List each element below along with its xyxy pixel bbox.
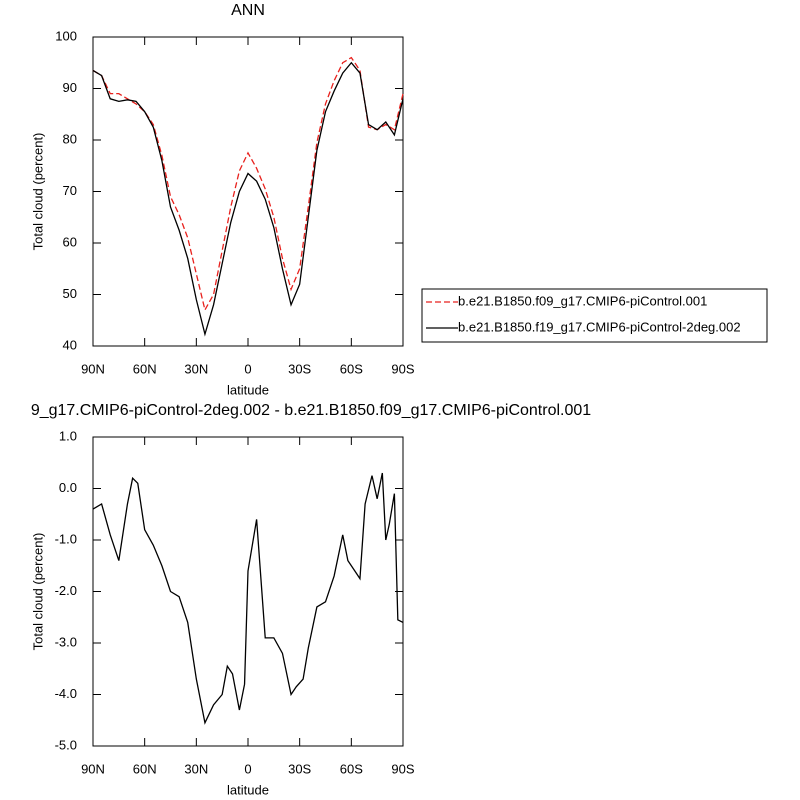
x-tick-label: 60S — [340, 361, 363, 376]
x-tick-label: 90N — [81, 361, 105, 376]
x-tick-label: 30N — [184, 361, 208, 376]
y-tick-label: -2.0 — [55, 583, 77, 598]
x-tick-label: 30S — [288, 761, 311, 776]
y-tick-label: 1.0 — [59, 428, 77, 443]
y-tick-label: 60 — [63, 234, 77, 249]
x-tick-label: 60S — [340, 761, 363, 776]
y-tick-label: -3.0 — [55, 634, 77, 649]
x-tick-label: 30N — [184, 761, 208, 776]
chart-title: 9_g17.CMIP6-piControl-2deg.002 - b.e21.B… — [31, 402, 591, 419]
x-tick-label: 90N — [81, 761, 105, 776]
x-tick-label: 60N — [133, 761, 157, 776]
y-tick-label: 0.0 — [59, 480, 77, 495]
data-line — [92, 472, 404, 725]
data-line — [92, 61, 404, 337]
x-tick-label: 30S — [288, 361, 311, 376]
y-axis-label: Total cloud (percent) — [30, 533, 45, 651]
y-tick-label: -5.0 — [55, 737, 77, 752]
y-tick-label: 90 — [63, 80, 77, 95]
legend-label: b.e21.B1850.f09_g17.CMIP6-piControl.001 — [458, 293, 707, 308]
y-axis-label: Total cloud (percent) — [30, 133, 45, 251]
x-tick-label: 0 — [244, 361, 251, 376]
x-tick-label: 90S — [391, 761, 414, 776]
chart-title: ANN — [231, 2, 265, 19]
x-tick-label: 0 — [244, 761, 251, 776]
y-tick-label: 50 — [63, 286, 77, 301]
x-axis-label: latitude — [227, 782, 269, 797]
y-tick-label: 100 — [55, 28, 77, 43]
legend-label: b.e21.B1850.f19_g17.CMIP6-piControl-2deg… — [458, 319, 741, 334]
y-tick-label: 40 — [63, 337, 77, 352]
x-tick-label: 60N — [133, 361, 157, 376]
plot-frame — [92, 36, 404, 347]
plot-frame — [92, 436, 404, 747]
y-tick-label: 70 — [63, 183, 77, 198]
x-tick-label: 90S — [391, 361, 414, 376]
data-line — [92, 56, 404, 312]
x-axis-label: latitude — [227, 382, 269, 397]
y-tick-label: -4.0 — [55, 686, 77, 701]
legend-box — [421, 288, 768, 343]
y-tick-label: -1.0 — [55, 531, 77, 546]
y-tick-label: 80 — [63, 131, 77, 146]
